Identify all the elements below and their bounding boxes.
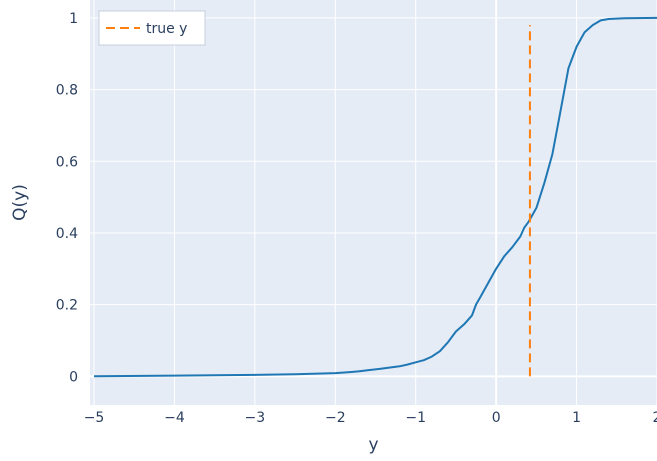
series-layer bbox=[93, 16, 657, 378]
x-tick-label: 1 bbox=[572, 410, 581, 426]
x-tick-label: −2 bbox=[325, 410, 346, 426]
x-axis-ticks: −5 −4 −3 −2 −1 0 1 2 bbox=[84, 410, 657, 426]
x-tick-label: −4 bbox=[164, 410, 185, 426]
series-line-cdf bbox=[93, 16, 657, 378]
y-tick-label: 0.8 bbox=[56, 83, 78, 99]
y-tick-label: 1 bbox=[69, 11, 78, 27]
y-tick-label: 0 bbox=[69, 369, 78, 385]
x-tick-label: −5 bbox=[84, 410, 105, 426]
x-axis-title: y bbox=[368, 435, 378, 455]
y-tick-label: 0.2 bbox=[56, 298, 78, 314]
legend-label-true-y: true y bbox=[146, 21, 187, 37]
y-axis-ticks: 0 0.2 0.4 0.6 0.8 1 bbox=[56, 11, 78, 385]
x-tick-label: 0 bbox=[492, 410, 501, 426]
legend-box bbox=[98, 10, 206, 46]
x-tick-label: −1 bbox=[405, 410, 426, 426]
x-tick-label: −3 bbox=[245, 410, 266, 426]
x-tick-label: 2 bbox=[653, 410, 657, 426]
y-tick-label: 0.4 bbox=[56, 226, 78, 242]
legend[interactable]: true y bbox=[98, 10, 206, 46]
y-axis-title: Q(y) bbox=[10, 184, 30, 221]
y-tick-label: 0.6 bbox=[56, 154, 78, 170]
plot-area bbox=[90, 0, 657, 405]
